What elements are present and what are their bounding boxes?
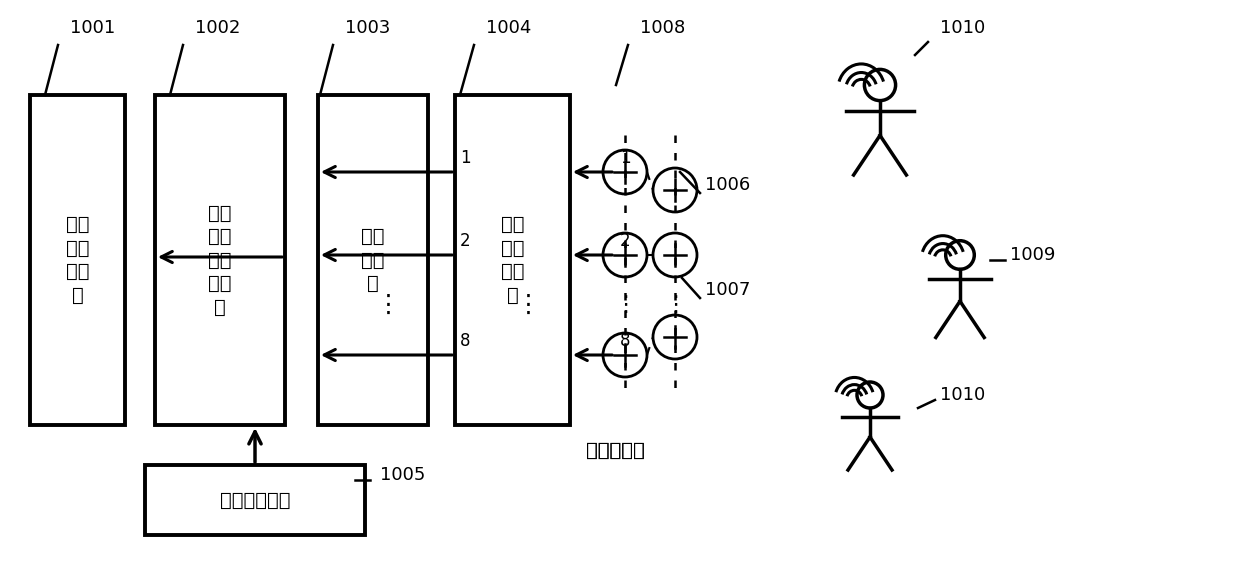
Text: ⋮: ⋮ bbox=[664, 295, 686, 315]
Text: ⋮: ⋮ bbox=[613, 295, 636, 315]
Text: 1010: 1010 bbox=[940, 386, 985, 404]
Text: ⋮: ⋮ bbox=[515, 293, 540, 317]
Text: 1006: 1006 bbox=[705, 176, 751, 194]
Text: 1004: 1004 bbox=[486, 19, 532, 37]
Bar bbox=[155, 95, 285, 425]
Text: 1008: 1008 bbox=[641, 19, 685, 37]
Bar bbox=[30, 95, 125, 425]
Text: 1007: 1007 bbox=[705, 281, 751, 299]
Text: 1: 1 bbox=[460, 149, 471, 167]
Text: 信号
采集
器: 信号 采集 器 bbox=[362, 227, 385, 293]
Bar bbox=[318, 95, 427, 425]
Text: ⋮: ⋮ bbox=[375, 293, 400, 317]
Text: 声源
分离
与定
位模
块: 声源 分离 与定 位模 块 bbox=[208, 204, 232, 317]
Text: 1005: 1005 bbox=[380, 466, 425, 484]
Text: 1002: 1002 bbox=[195, 19, 240, 37]
Text: 2: 2 bbox=[460, 232, 471, 250]
Text: 1001: 1001 bbox=[69, 19, 115, 37]
Text: 8: 8 bbox=[620, 332, 631, 350]
Text: 1009: 1009 bbox=[1010, 246, 1056, 264]
Bar bbox=[455, 95, 570, 425]
Text: 1010: 1010 bbox=[940, 19, 985, 37]
Bar bbox=[145, 465, 366, 535]
Text: 麦克风阵列: 麦克风阵列 bbox=[586, 441, 644, 460]
Text: 8: 8 bbox=[460, 332, 471, 350]
Text: 2: 2 bbox=[620, 232, 631, 250]
Text: 麦克风阵列: 麦克风阵列 bbox=[586, 441, 644, 460]
Text: 声源选择键盘: 声源选择键盘 bbox=[219, 491, 290, 509]
Text: 声源
位置
显示
器: 声源 位置 显示 器 bbox=[66, 215, 89, 305]
Text: 模拟
信号
放大
器: 模拟 信号 放大 器 bbox=[501, 215, 524, 305]
Text: 1: 1 bbox=[620, 149, 631, 167]
Text: 1003: 1003 bbox=[344, 19, 390, 37]
